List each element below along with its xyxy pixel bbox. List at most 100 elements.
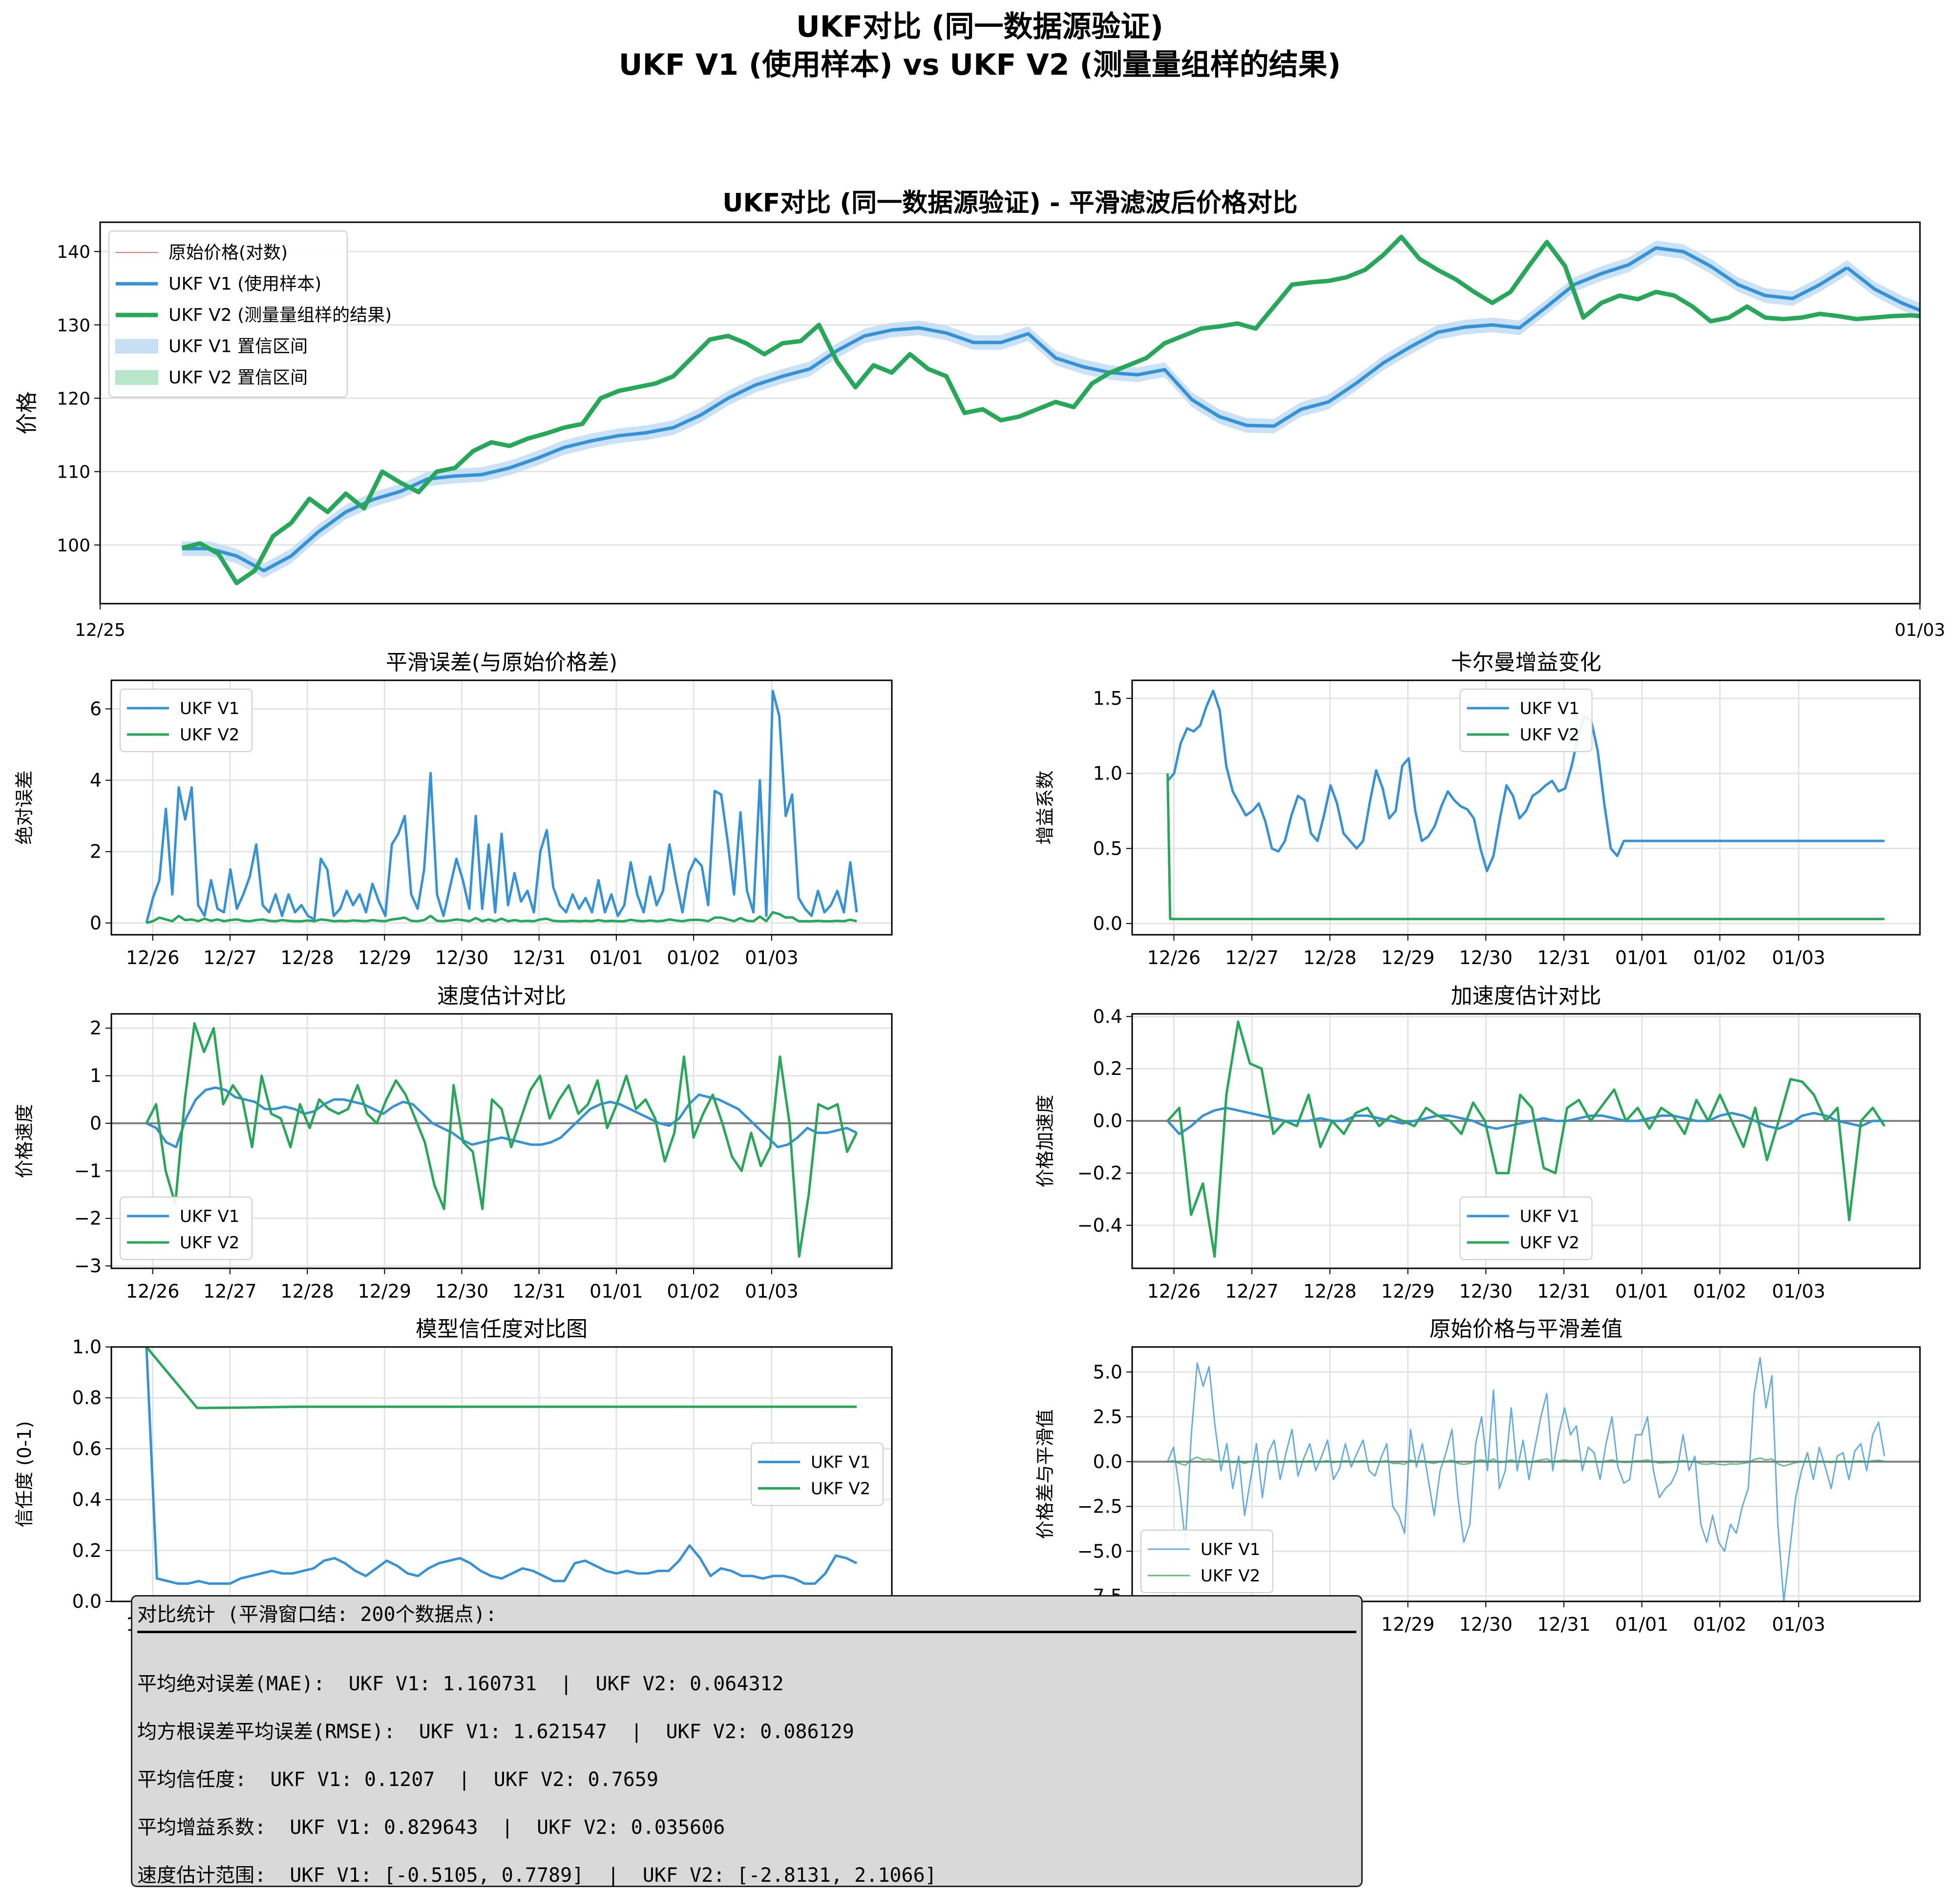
- x-tick-label: 12/27: [203, 1281, 257, 1302]
- chart-gain: 12/26 12/27 12/28 12/29 12/30 12/31 01/01 01/02…: [1034, 650, 1921, 968]
- x-tick-label: 12/30: [435, 947, 489, 968]
- x-tick-label: 12/29: [358, 1281, 412, 1302]
- y-tick-label: 1.0: [1093, 763, 1122, 784]
- y-tick-label: 0.2: [1093, 1058, 1122, 1079]
- x-tick-label: 12/31: [512, 1281, 566, 1302]
- y-tick-label: 100: [57, 536, 90, 556]
- series-line-v2: [1166, 773, 1885, 921]
- x-tick-label: 12/27: [1225, 947, 1279, 968]
- x-tick-label: 12/26: [126, 1281, 180, 1302]
- legend: UKF V1 UKF V2: [1459, 1197, 1593, 1260]
- chart-title: 卡尔曼增益变化: [1451, 650, 1602, 675]
- x-tick-label: 01/02: [1693, 947, 1747, 968]
- suptitle-line-2: UKF V1 (使用样本) vs UKF V2 (测量量组样的结果): [619, 48, 1341, 82]
- x-tick-label: 12/29: [1381, 1281, 1435, 1302]
- chart-title: 模型信任度对比图: [416, 1317, 588, 1342]
- stats-line-gain: 平均增益系数: UKF V1: 0.829643 | UKF V2: 0.035…: [137, 1816, 725, 1839]
- y-axis-label: 价格加速度: [1034, 1094, 1056, 1187]
- plot-area: [100, 222, 1920, 604]
- chart-title: 原始价格与平滑差值: [1430, 1317, 1623, 1342]
- x-tick-label: 12/26: [1147, 1281, 1201, 1302]
- y-tick-label: 120: [57, 389, 90, 409]
- plot-frame: [99, 221, 1921, 605]
- legend-frame: [120, 1197, 253, 1260]
- series-line-v2: [145, 1347, 857, 1409]
- y-axis-label: 价格速度: [14, 1104, 35, 1178]
- legend-label: UKF V2: [180, 725, 239, 745]
- x-tick-label: 12/31: [1537, 947, 1591, 968]
- x-tick-label: 01/01: [1615, 947, 1669, 968]
- x-tick-label: 12/30: [1459, 1614, 1513, 1635]
- x-tick-label: 01/02: [667, 1281, 720, 1302]
- legend: UKF V1 UKF V2: [1140, 1530, 1273, 1593]
- x-tick-label: 01/02: [667, 947, 720, 968]
- y-tick-label: −2: [74, 1208, 102, 1229]
- y-tick-label: 2.5: [1093, 1406, 1122, 1428]
- legend-label: UKF V1 (使用样本): [169, 274, 321, 294]
- chart-title: UKF对比 (同一数据源验证) - 平滑滤波后价格对比: [722, 189, 1297, 218]
- suptitle-line-1: UKF对比 (同一数据源验证): [796, 10, 1163, 44]
- legend-label: UKF V1: [1520, 699, 1580, 718]
- legend-label: UKF V1: [180, 699, 239, 718]
- legend-label: UKF V1: [811, 1453, 870, 1472]
- legend-label: UKF V2: [1201, 1566, 1260, 1586]
- y-tick-label: 0.5: [1093, 838, 1122, 859]
- stats-line-mae: 平均绝对误差(MAE): UKF V1: 1.160731 | UKF V2: …: [137, 1673, 784, 1695]
- x-tick-label: 12/26: [126, 947, 180, 968]
- x-tick-label: 01/02: [1693, 1281, 1747, 1302]
- legend-label: UKF V1: [180, 1207, 239, 1226]
- x-tick-label: 12/31: [1537, 1614, 1591, 1635]
- x-tick-label: 12/28: [1303, 947, 1357, 968]
- x-tick-label: 12/27: [203, 947, 257, 968]
- legend-label: UKF V2 置信区间: [169, 368, 308, 388]
- series-line-v1: [145, 690, 858, 924]
- y-tick-label: 0.0: [1093, 1451, 1122, 1472]
- y-tick-label: −0.4: [1077, 1215, 1122, 1236]
- stats-line-rmse: 均方根误差平均误差(RMSE): UKF V1: 1.621547 | UKF …: [137, 1721, 854, 1743]
- legend-frame: [1140, 1530, 1273, 1593]
- y-tick-label: 0: [90, 1113, 102, 1134]
- legend-frame: [120, 689, 253, 752]
- y-tick-label: 2: [90, 1017, 102, 1039]
- legend-label: UKF V2: [180, 1233, 239, 1253]
- legend-swatch: [115, 370, 158, 385]
- series-line-v2: [146, 911, 857, 925]
- series-line-v2: [1166, 1020, 1886, 1258]
- y-tick-label: 0.4: [72, 1489, 102, 1511]
- plot-frame: [1131, 1346, 1921, 1602]
- y-tick-label: 0.0: [72, 1591, 102, 1612]
- y-axis-label: 价格: [15, 392, 40, 435]
- legend-label: UKF V1: [1520, 1207, 1580, 1226]
- x-tick-label: 12/30: [1459, 1281, 1513, 1302]
- x-tick-label: 12/28: [280, 947, 334, 968]
- y-tick-label: 5.0: [1093, 1361, 1122, 1383]
- legend: 原始价格(对数) UKF V1 (使用样本) UKF V2 (测量量组样的结果) UK…: [108, 231, 392, 398]
- chart-acc: 12/26 12/27 12/28 12/29 12/30 12/31 01/01 01/02…: [1034, 984, 1921, 1302]
- x-tick-label: 12/30: [435, 1281, 489, 1302]
- y-axis-label: 绝对误差: [14, 770, 35, 844]
- series-layer: [1166, 690, 1885, 921]
- x-tick-label: 12/28: [280, 1281, 334, 1302]
- x-tick-label: 01/03: [1772, 1614, 1826, 1635]
- plot-frame: [110, 679, 893, 936]
- x-tick-label: 01/03: [1772, 1281, 1826, 1302]
- x-tick-label: 12/29: [1381, 947, 1435, 968]
- y-tick-label: 6: [90, 698, 102, 719]
- x-tick-label: 01/01: [590, 947, 643, 968]
- x-tick-label: 01/03: [745, 1281, 799, 1302]
- x-tick-label: 01/01: [1615, 1614, 1669, 1635]
- legend-label: 原始价格(对数): [169, 243, 288, 263]
- x-tick-label: 12/27: [1225, 1281, 1279, 1302]
- x-tick-label: 12/25: [75, 620, 126, 640]
- x-tick-label: 01/03: [1895, 620, 1945, 640]
- plot-frame: [1131, 679, 1921, 936]
- y-tick-label: 110: [57, 462, 90, 483]
- legend-swatch: [115, 339, 158, 354]
- y-axis-label: 信任度 (0-1): [14, 1421, 35, 1528]
- stats-divider: [137, 1631, 1356, 1633]
- plot-frame: [1131, 1013, 1921, 1269]
- stats-box: 对比统计 (平滑窗口结: 200个数据点): 平均绝对误差(MAE): UKF …: [131, 1595, 1363, 1887]
- y-tick-label: 2: [90, 841, 102, 862]
- chart-vel: 12/26 12/27 12/28 12/29 12/30 12/31 01/01 01/02…: [14, 984, 893, 1302]
